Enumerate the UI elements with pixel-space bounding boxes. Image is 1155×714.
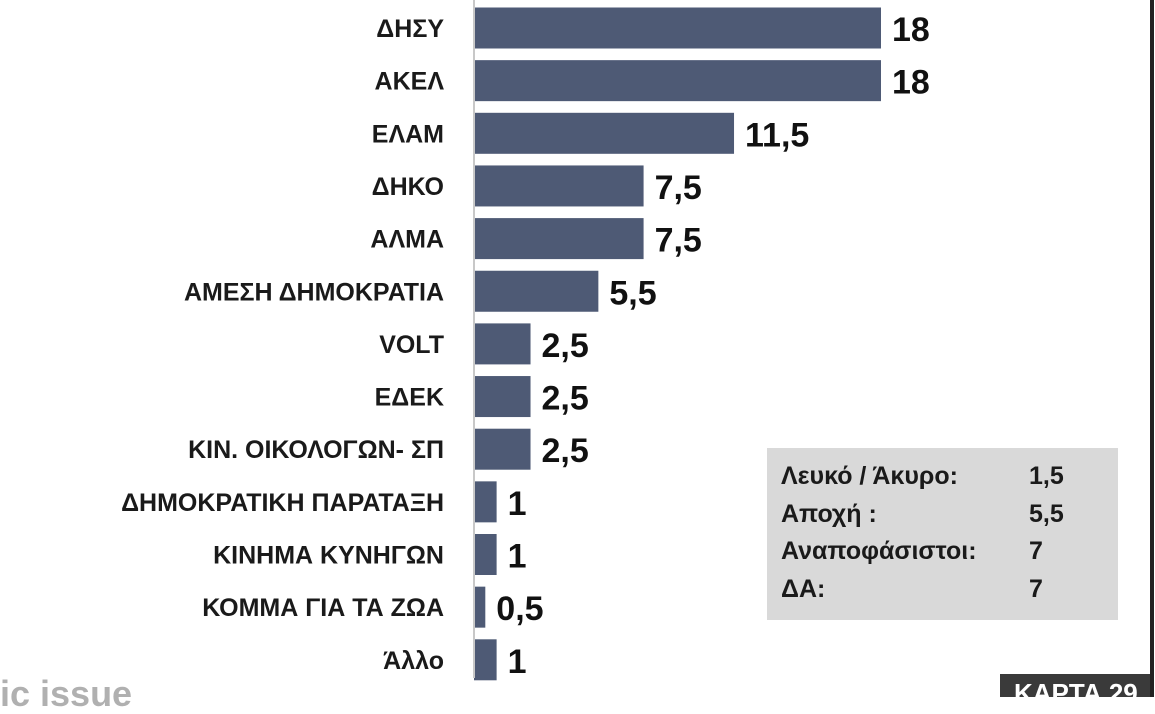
value-label: 7,5 <box>655 222 702 260</box>
value-label: 1 <box>508 643 527 681</box>
category-label: ΔΗΜΟΚΡΑΤΙΚΗ ΠΑΡΑΤΑΞΗ <box>121 489 444 517</box>
info-value: 7 <box>1029 574 1043 603</box>
category-label: ΕΛΑΜ <box>372 120 444 148</box>
value-label: 1 <box>508 485 527 523</box>
value-label: 18 <box>892 11 930 49</box>
bar <box>474 270 599 312</box>
category-label: ΕΔΕΚ <box>375 384 444 412</box>
value-label: 18 <box>892 64 930 102</box>
category-label: ΚΟΜΜΑ ΓΙΑ ΤΑ ΖΩΑ <box>202 594 444 622</box>
bar <box>474 481 497 523</box>
value-label: 2,5 <box>542 327 589 365</box>
category-label: Άλλο <box>383 647 444 675</box>
bar <box>474 323 531 365</box>
info-row-undecided: Αναποφάσιστοι: 7 <box>781 533 1118 571</box>
category-label: ΑΜΕΣΗ ΔΗΜΟΚΡΑΤΙΑ <box>184 278 444 306</box>
value-label: 2,5 <box>542 380 589 418</box>
bar <box>474 218 644 260</box>
card-badge-label: ΚΑΡΤΑ 29 <box>1014 678 1138 697</box>
category-label: ΔΗΚΟ <box>372 173 444 201</box>
info-row-blank-invalid: Λευκό / Άκυρο: 1,5 <box>781 458 1118 496</box>
bar <box>474 165 644 207</box>
bar <box>474 112 735 154</box>
bar <box>474 639 497 681</box>
value-label: 0,5 <box>496 590 543 628</box>
value-label: 7,5 <box>655 169 702 207</box>
right-border <box>1150 0 1154 697</box>
value-label: 5,5 <box>609 274 656 312</box>
value-label: 2,5 <box>542 432 589 470</box>
info-label: Αναποφάσιστοι: <box>781 537 977 566</box>
info-row-no-answer: ΔΑ: 7 <box>781 571 1118 609</box>
value-label: 1 <box>508 538 527 576</box>
category-label: ΑΛΜΑ <box>370 226 444 254</box>
info-label: Λευκό / Άκυρο: <box>781 462 958 491</box>
bar <box>474 428 531 470</box>
bar <box>474 376 531 418</box>
category-label: VOLT <box>379 331 444 359</box>
info-label: ΔΑ: <box>781 574 826 603</box>
value-label: 11,5 <box>745 116 809 154</box>
category-label: ΚΙΝΗΜΑ ΚΥΝΗΓΩΝ <box>213 542 444 570</box>
bar <box>474 7 881 49</box>
category-label: ΚΙΝ. ΟΙΚΟΛΟΓΩΝ- ΣΠ <box>188 436 444 464</box>
info-value: 7 <box>1029 537 1043 566</box>
bar-chart: ΔΗΣΥ 18 ΑΚΕΛ 18 ΕΛΑΜ 11,5 ΔΗΚΟ 7,5 ΑΛΜΑ 7,5 ΑΜΕΣΗ … <box>121 0 930 681</box>
info-label: Αποχή : <box>781 499 877 528</box>
card-badge: ΚΑΡΤΑ 29 <box>1000 674 1150 697</box>
bar <box>474 586 486 628</box>
info-box: Λευκό / Άκυρο: 1,5 Αποχή : 5,5 Αναποφάσι… <box>767 448 1118 620</box>
footer-watermark-text: ic issue <box>0 673 133 714</box>
category-label: ΑΚΕΛ <box>375 68 445 96</box>
bar <box>474 534 497 575</box>
info-value: 1,5 <box>1029 462 1064 491</box>
category-label: ΔΗΣΥ <box>376 15 444 43</box>
info-row-abstention: Αποχή : 5,5 <box>781 496 1118 534</box>
info-value: 5,5 <box>1029 499 1064 528</box>
bar <box>474 60 881 102</box>
